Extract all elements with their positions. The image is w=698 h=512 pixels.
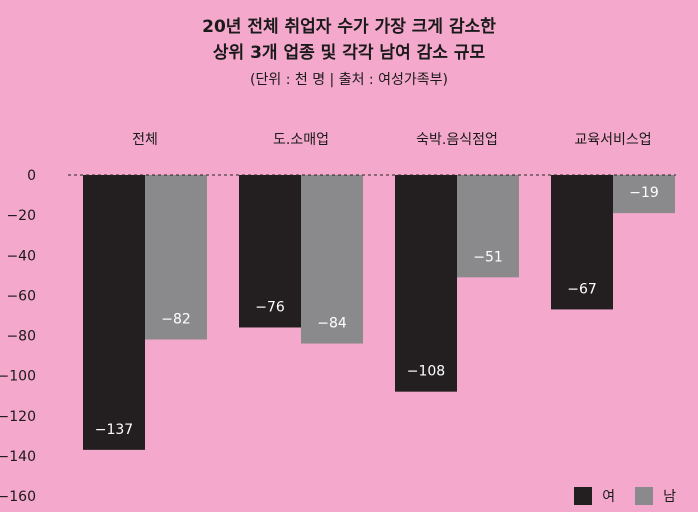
legend-item-female: 여 xyxy=(574,486,615,506)
bar-female xyxy=(239,175,301,328)
y-tick-label: −160 xyxy=(0,489,36,505)
y-tick-label: −140 xyxy=(0,449,36,465)
data-label: −82 xyxy=(161,312,191,328)
y-tick-label: −100 xyxy=(0,369,36,385)
legend-swatch-female xyxy=(574,487,593,505)
category-label: 교육서비스업 xyxy=(574,132,651,148)
chart-title-line-1: 20년 전체 취업자 수가 가장 크게 감소한 xyxy=(202,17,496,37)
bar-male xyxy=(457,175,519,278)
bar-male xyxy=(145,175,207,340)
chart-title-block: 20년 전체 취업자 수가 가장 크게 감소한 상위 3개 업종 및 각각 남여… xyxy=(0,14,698,92)
legend-swatch-male xyxy=(635,487,654,505)
bar-female xyxy=(395,175,457,392)
data-label: −108 xyxy=(407,364,445,380)
y-tick-label: −40 xyxy=(6,248,36,264)
bar-female xyxy=(83,175,145,450)
legend-label-female: 여 xyxy=(602,489,616,505)
legend: 여 남 xyxy=(564,486,676,506)
legend-label-male: 남 xyxy=(663,489,676,505)
bar-female xyxy=(551,175,613,310)
data-label: −51 xyxy=(473,249,503,265)
y-tick-label: −80 xyxy=(6,329,36,345)
data-label: −76 xyxy=(255,299,285,315)
chart-source-note: (단위 : 천 명 | 출처 : 여성가족부) xyxy=(250,72,448,88)
category-label: 전체 xyxy=(132,132,158,148)
y-tick-label: −60 xyxy=(6,288,36,304)
y-tick-label: 0 xyxy=(27,168,36,184)
bar-male xyxy=(301,175,363,344)
bar-male xyxy=(613,175,675,214)
data-label: −19 xyxy=(629,185,659,201)
y-tick-label: −120 xyxy=(0,409,36,425)
category-label: 숙박.음식점업 xyxy=(416,132,498,148)
data-label: −67 xyxy=(567,281,597,297)
data-label: −84 xyxy=(317,316,347,332)
data-label: −137 xyxy=(95,422,133,438)
chart-title-line-2: 상위 3개 업종 및 각각 남여 감소 규모 xyxy=(212,43,486,63)
category-label: 도.소매업 xyxy=(273,132,329,148)
y-tick-label: −20 xyxy=(6,208,36,224)
legend-item-male: 남 xyxy=(635,486,676,506)
